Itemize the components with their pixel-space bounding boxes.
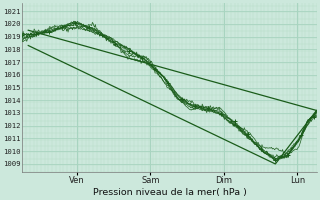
X-axis label: Pression niveau de la mer( hPa ): Pression niveau de la mer( hPa ): [92, 188, 246, 197]
